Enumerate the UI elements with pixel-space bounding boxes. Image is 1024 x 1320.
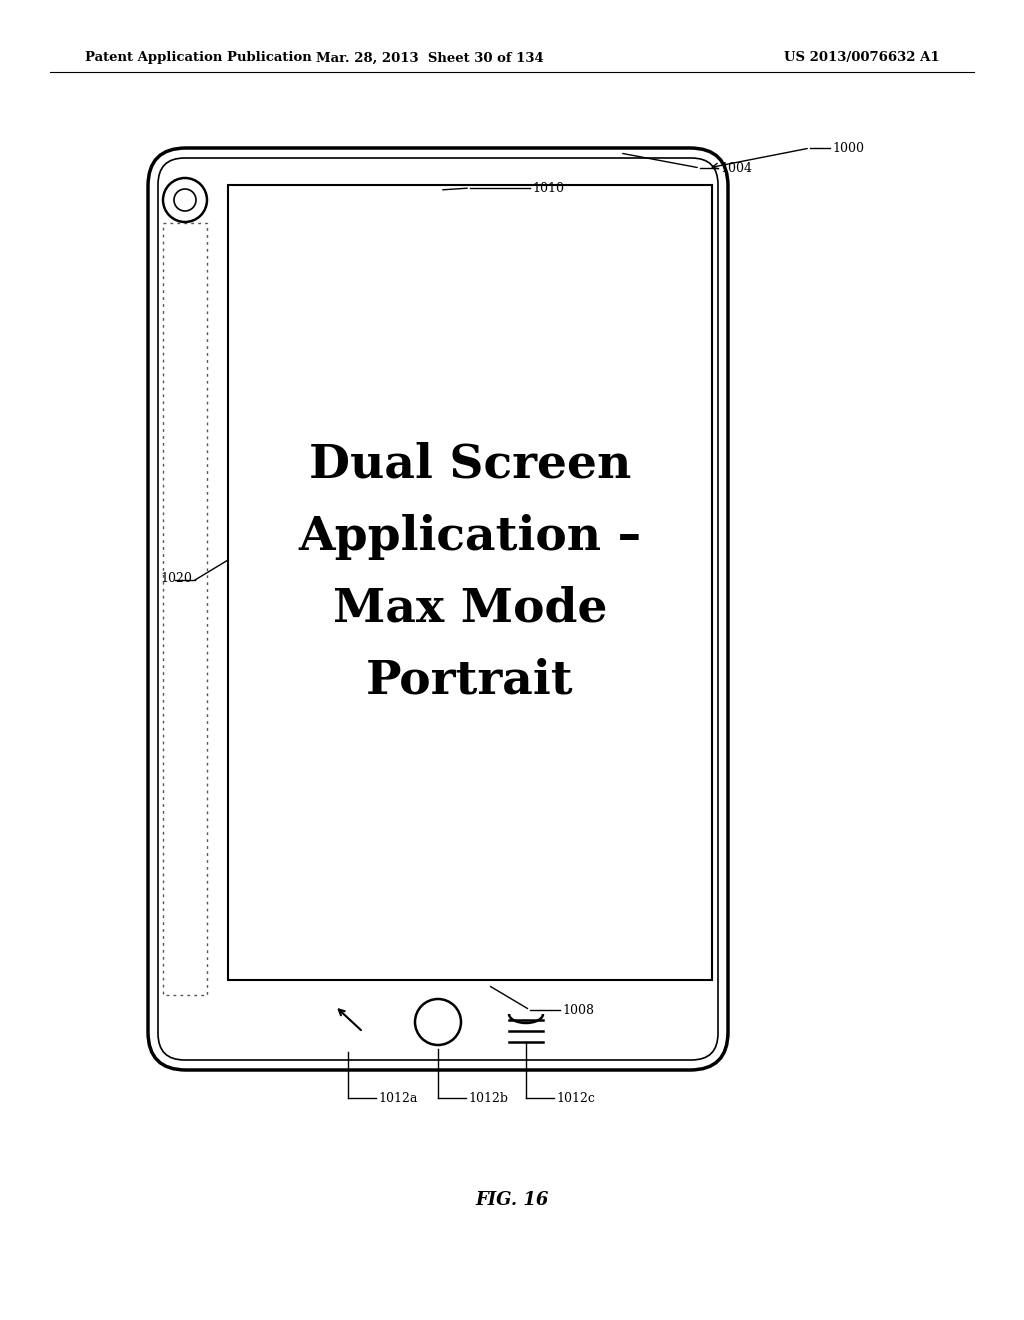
Text: 1012b: 1012b <box>468 1092 508 1105</box>
Circle shape <box>174 189 196 211</box>
Text: Portrait: Portrait <box>367 657 573 704</box>
Bar <box>228 185 712 979</box>
Bar <box>163 223 207 995</box>
Text: 1020: 1020 <box>160 572 191 585</box>
FancyBboxPatch shape <box>158 158 718 1060</box>
Text: 1012c: 1012c <box>556 1092 595 1105</box>
Circle shape <box>415 999 461 1045</box>
Text: FIG. 16: FIG. 16 <box>475 1191 549 1209</box>
Text: 1012a: 1012a <box>378 1092 418 1105</box>
Text: Patent Application Publication: Patent Application Publication <box>85 51 311 65</box>
Text: Application –: Application – <box>298 513 642 560</box>
Text: 1008: 1008 <box>562 1003 594 1016</box>
FancyBboxPatch shape <box>148 148 728 1071</box>
Text: US 2013/0076632 A1: US 2013/0076632 A1 <box>784 51 940 65</box>
Text: Max Mode: Max Mode <box>333 586 607 631</box>
Text: 1004: 1004 <box>720 161 752 174</box>
Text: 1010: 1010 <box>532 181 564 194</box>
Text: Dual Screen: Dual Screen <box>309 441 631 487</box>
Circle shape <box>163 178 207 222</box>
Text: Mar. 28, 2013  Sheet 30 of 134: Mar. 28, 2013 Sheet 30 of 134 <box>316 51 544 65</box>
Text: 1000: 1000 <box>831 141 864 154</box>
